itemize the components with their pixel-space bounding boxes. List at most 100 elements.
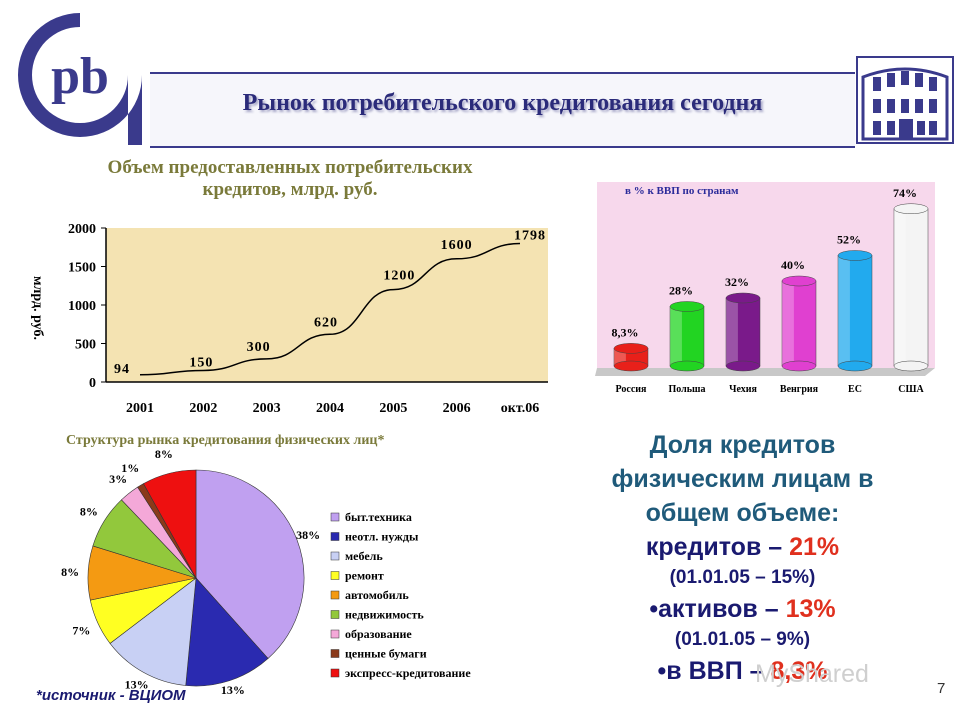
bar-category-label: ЕС [848,384,862,395]
share-credits: кредитов – 21% [570,530,915,564]
header-band [150,72,855,148]
pie-legend-label: автомобиль [345,588,409,602]
credit-share-block: Доля кредитов физическим лицам в общем о… [570,428,915,688]
line-x-tick-label: 2001 [126,401,154,416]
pie-legend-label: быт.техника [345,510,412,524]
bar-category-label: США [898,384,924,395]
pie-data-label: 13% [221,683,245,697]
pie-slice [185,577,269,687]
bank-logo-icon: pb [18,13,142,145]
share-assets-label: •активов – [649,595,786,623]
pie-data-label: 1% [121,461,139,475]
bar-category-label: Венгрия [780,384,819,395]
slide-title: Рынок потребительского кредитования сего… [242,90,763,116]
line-series [139,242,521,376]
bar-chart: в % к ВВП по странам 8,3% 28% 32% 40% 52% 74%… [595,182,935,395]
share-assets-prev: (01.01.05 – 9%) [674,629,811,650]
pie-legend-label: мебель [345,549,383,563]
line-data-label: 1200 [383,269,415,284]
pie-data-label: 3% [109,472,127,486]
pie-legend-swatch [330,532,340,541]
line-data-label: 1600 [441,238,473,253]
page-number: 7 [937,680,946,697]
pie-legend-item: недвижимость [330,608,424,622]
line-x-tick-label: 2002 [189,401,217,416]
bar-plot-back [597,182,935,368]
line-x-tick-label: 2003 [253,401,281,416]
pie-data-label: 8% [80,505,98,519]
share-gdp: •в ВВП – 8,3% [570,654,915,688]
line-y-tick-label: 1500 [68,261,96,276]
share-assets-value: 13% [785,595,836,623]
pie-data-label: 7% [72,623,90,637]
line-chart-title: Объем предоставленных потребительских кр… [107,157,473,200]
pie-legend-swatch [330,512,340,522]
share-credits-value: 21% [789,533,840,561]
share-credits-label: кредитов – [645,533,790,561]
pie-legend-swatch [330,610,340,619]
pie-slice [143,469,197,580]
bar [613,343,649,372]
bar [781,275,817,372]
line-data-label: 620 [314,315,338,330]
share-credits-prev: (01.01.05 – 15%) [669,567,816,588]
pie-legend-label: недвижимость [345,608,424,622]
line-data-label: 150 [189,355,213,370]
share-gdp-value: 8,3% [770,657,828,685]
share-title: Доля кредитов физическим лицам в общем о… [611,431,874,527]
pie-chart-title: Структура рынка кредитования физических … [66,433,384,448]
bar-category-label: Чехия [729,384,757,395]
share-gdp-label: •в ВВП – [657,657,771,685]
pie-legend-swatch [330,668,340,678]
pie-legend-item: образование [330,627,412,641]
line-plot-area [106,228,548,382]
bar-data-label: 32% [725,275,749,289]
pie-legend-item: мебель [330,549,383,563]
line-x-tick-label: 2004 [316,401,344,416]
line-x-tick-label: окт.06 [501,401,539,416]
bar [893,203,929,372]
pie-legend-label: неотл. нужды [345,530,419,544]
bar [669,301,705,372]
bar [725,292,761,372]
bar-data-label: 52% [837,233,861,247]
pie-slice [195,469,305,659]
bar-chart-title: в % к ВВП по странам [625,185,739,197]
pie-legend-label: экспресс-кредитование [345,666,471,680]
line-data-label: 94 [114,362,130,377]
source-note: *источник - ВЦИОМ [36,687,186,704]
bar-data-label: 8,3% [612,325,639,339]
pie-legend-label: ремонт [345,569,384,583]
pie-legend-item: автомобиль [330,588,409,602]
pie-legend-swatch [330,629,340,639]
line-y-axis-label: млрд. руб. [30,276,45,340]
line-y-tick-label: 2000 [68,222,96,237]
pie-chart: Структура рынка кредитования физических … [61,433,471,697]
bar-category-label: Россия [616,384,647,395]
pie-legend-item: экспресс-кредитование [330,666,471,680]
pie-legend-item: неотл. нужды [330,530,419,544]
line-y-tick-label: 500 [75,338,96,353]
pie-data-label: 38% [296,528,320,542]
line-chart: млрд. руб. 0 500 1000 1500 2000 2001 2002 2003… [30,222,548,416]
pie-legend-swatch [330,551,340,561]
pie-legend-swatch [330,571,340,580]
bar-data-label: 40% [781,258,805,272]
line-data-label: 300 [247,340,271,355]
pie-legend-label: ценные бумаги [345,647,427,661]
building-icon [856,56,954,144]
bar-category-label: Польша [669,384,706,395]
line-x-tick-label: 2005 [379,401,407,416]
pie-legend-swatch [330,590,340,600]
line-data-label: 1798 [514,229,546,244]
line-y-tick-label: 0 [89,376,96,391]
bar [837,250,873,372]
line-y-tick-label: 1000 [68,299,96,314]
logo-text: pb [51,48,109,105]
bar-data-label: 28% [669,284,693,298]
line-x-tick-label: 2006 [443,401,471,416]
pie-data-label: 8% [61,565,79,579]
pie-data-label: 8% [155,447,173,461]
pie-legend-swatch [330,649,340,658]
pie-slice [109,577,197,686]
